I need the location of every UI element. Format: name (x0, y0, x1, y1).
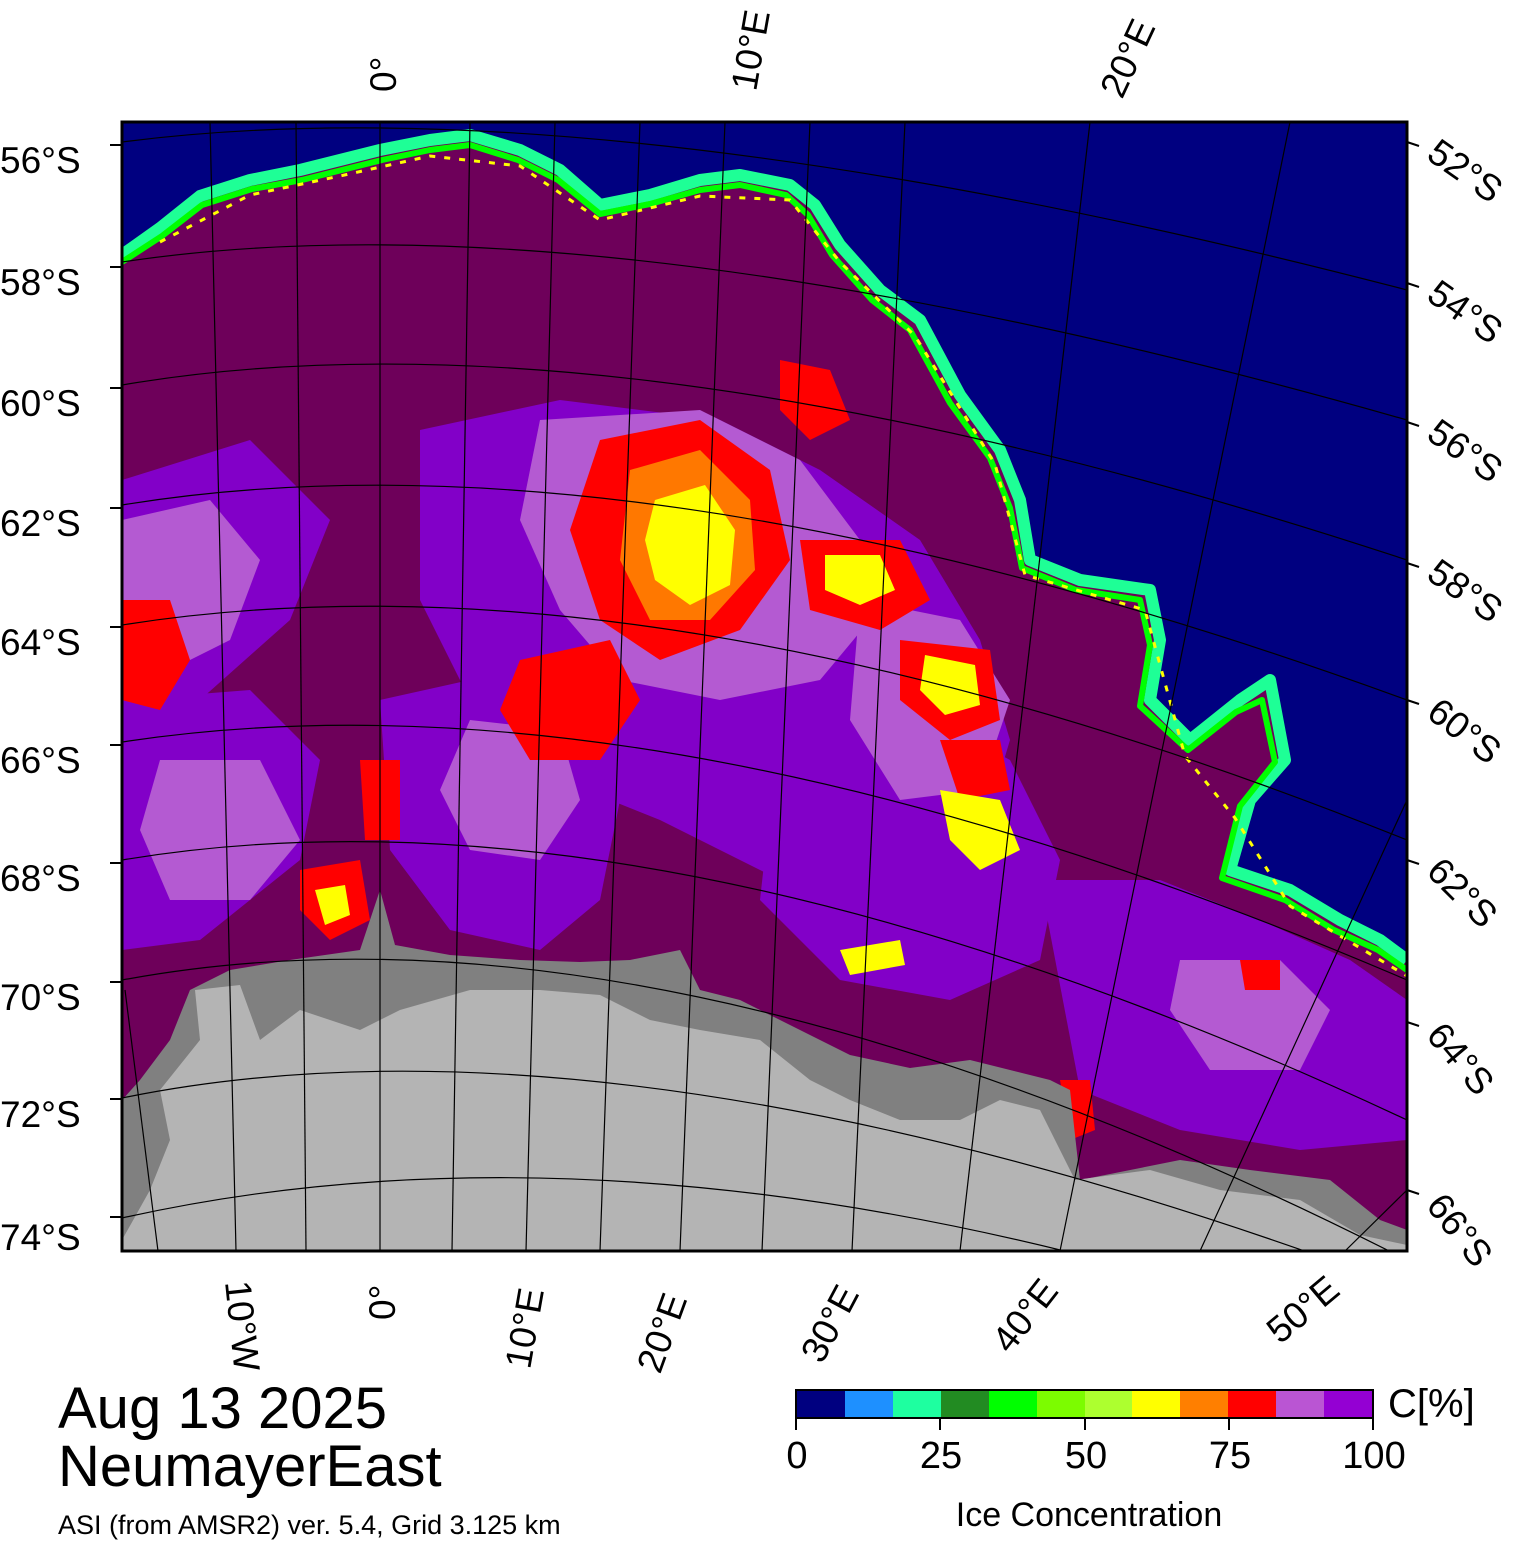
lon-label: 10°E (724, 7, 778, 94)
colorbar-tick-label: 50 (1064, 1435, 1108, 1477)
colorbar-segment (1324, 1391, 1373, 1417)
lat-label: 60°S (0, 383, 81, 424)
lat-label: 66°S (0, 740, 81, 781)
ice-edge-inner (122, 142, 1407, 973)
lat-label: 62°S (0, 503, 81, 544)
region-name: NeumayerEast (58, 1434, 442, 1499)
lat-label: 56°S (0, 140, 81, 181)
lon-label: 0° (362, 1285, 403, 1320)
lon-label: 50°E (1259, 1268, 1347, 1351)
graticule (122, 122, 1407, 1251)
map-frame (120, 120, 1409, 1253)
lat-label: 56°S (1420, 411, 1510, 491)
colorbar-tick-label: 25 (919, 1435, 963, 1477)
lat-label: 72°S (0, 1094, 81, 1135)
colorbar-segment (1084, 1391, 1133, 1417)
lon-label: 20°E (1092, 13, 1163, 103)
lat-label: 70°S (0, 977, 81, 1018)
lat-label: 58°S (0, 262, 81, 303)
colorbar-segment (797, 1391, 845, 1417)
colorbar-segment (1228, 1391, 1277, 1417)
colorbar-tick (1372, 1419, 1374, 1430)
frame-ticks (110, 141, 1420, 1218)
lon-label: 0° (363, 57, 404, 92)
colorbar-segment (844, 1391, 893, 1417)
lat-label: 52°S (1420, 131, 1510, 211)
lon-label: 30°E (793, 1278, 867, 1368)
lat-label: 64°S (1419, 1015, 1502, 1103)
map-date: Aug 13 2025 (58, 1376, 387, 1441)
left-lat-labels: 56°S 58°S 60°S 62°S 64°S 66°S 68°S 70°S … (0, 140, 81, 1258)
colorbar-segment (988, 1391, 1037, 1417)
colorbar-tick-label: 100 (1342, 1435, 1406, 1477)
low-concentration-zones (122, 360, 1280, 1140)
colorbar-segment (892, 1391, 941, 1417)
colorbar-segment (1036, 1391, 1085, 1417)
data-source: ASI (from AMSR2) ver. 5.4, Grid 3.125 km (58, 1510, 561, 1540)
map-field (122, 122, 1407, 1251)
lon-label: 40°E (984, 1271, 1066, 1360)
ice-edge-band (122, 129, 1407, 965)
colorbar-segment (1180, 1391, 1229, 1417)
colorbar-tick-label: 0 (786, 1435, 808, 1477)
land-mass (122, 985, 1407, 1251)
colorbar-tick-label: 75 (1208, 1435, 1252, 1477)
lat-label: 60°S (1420, 690, 1509, 772)
colorbar-tick (1084, 1419, 1086, 1430)
right-lat-labels: 52°S 54°S 56°S 58°S 60°S 62°S 64°S 66°S (1419, 131, 1510, 1275)
lat-label: 66°S (1419, 1186, 1501, 1275)
lon-label: 10°W (217, 1279, 267, 1374)
lat-label: 74°S (0, 1217, 81, 1258)
lat-label: 58°S (1420, 551, 1510, 631)
bottom-lon-labels: 10°W 0° 10°E 20°E 30°E 40°E 50°E (217, 1268, 1347, 1378)
lat-label: 54°S (1420, 272, 1510, 352)
lat-label: 62°S (1419, 850, 1505, 936)
colorbar-tick (939, 1419, 941, 1430)
colorbar-unit: C[%] (1388, 1382, 1475, 1426)
colorbar (795, 1389, 1374, 1419)
colorbar-tick (1228, 1419, 1230, 1430)
colorbar-tick (795, 1419, 797, 1430)
colorbar-segment (1132, 1391, 1181, 1417)
colorbar-segment (1276, 1391, 1325, 1417)
lon-label: 10°E (498, 1285, 552, 1372)
lat-label: 64°S (0, 622, 81, 663)
colorbar-segment (940, 1391, 989, 1417)
colorbar-label: Ice Concentration (955, 1496, 1223, 1534)
lon-label: 20°E (629, 1288, 695, 1378)
lat-label: 68°S (0, 858, 81, 899)
top-lon-labels: 0° 10°E 20°E (363, 7, 1163, 104)
